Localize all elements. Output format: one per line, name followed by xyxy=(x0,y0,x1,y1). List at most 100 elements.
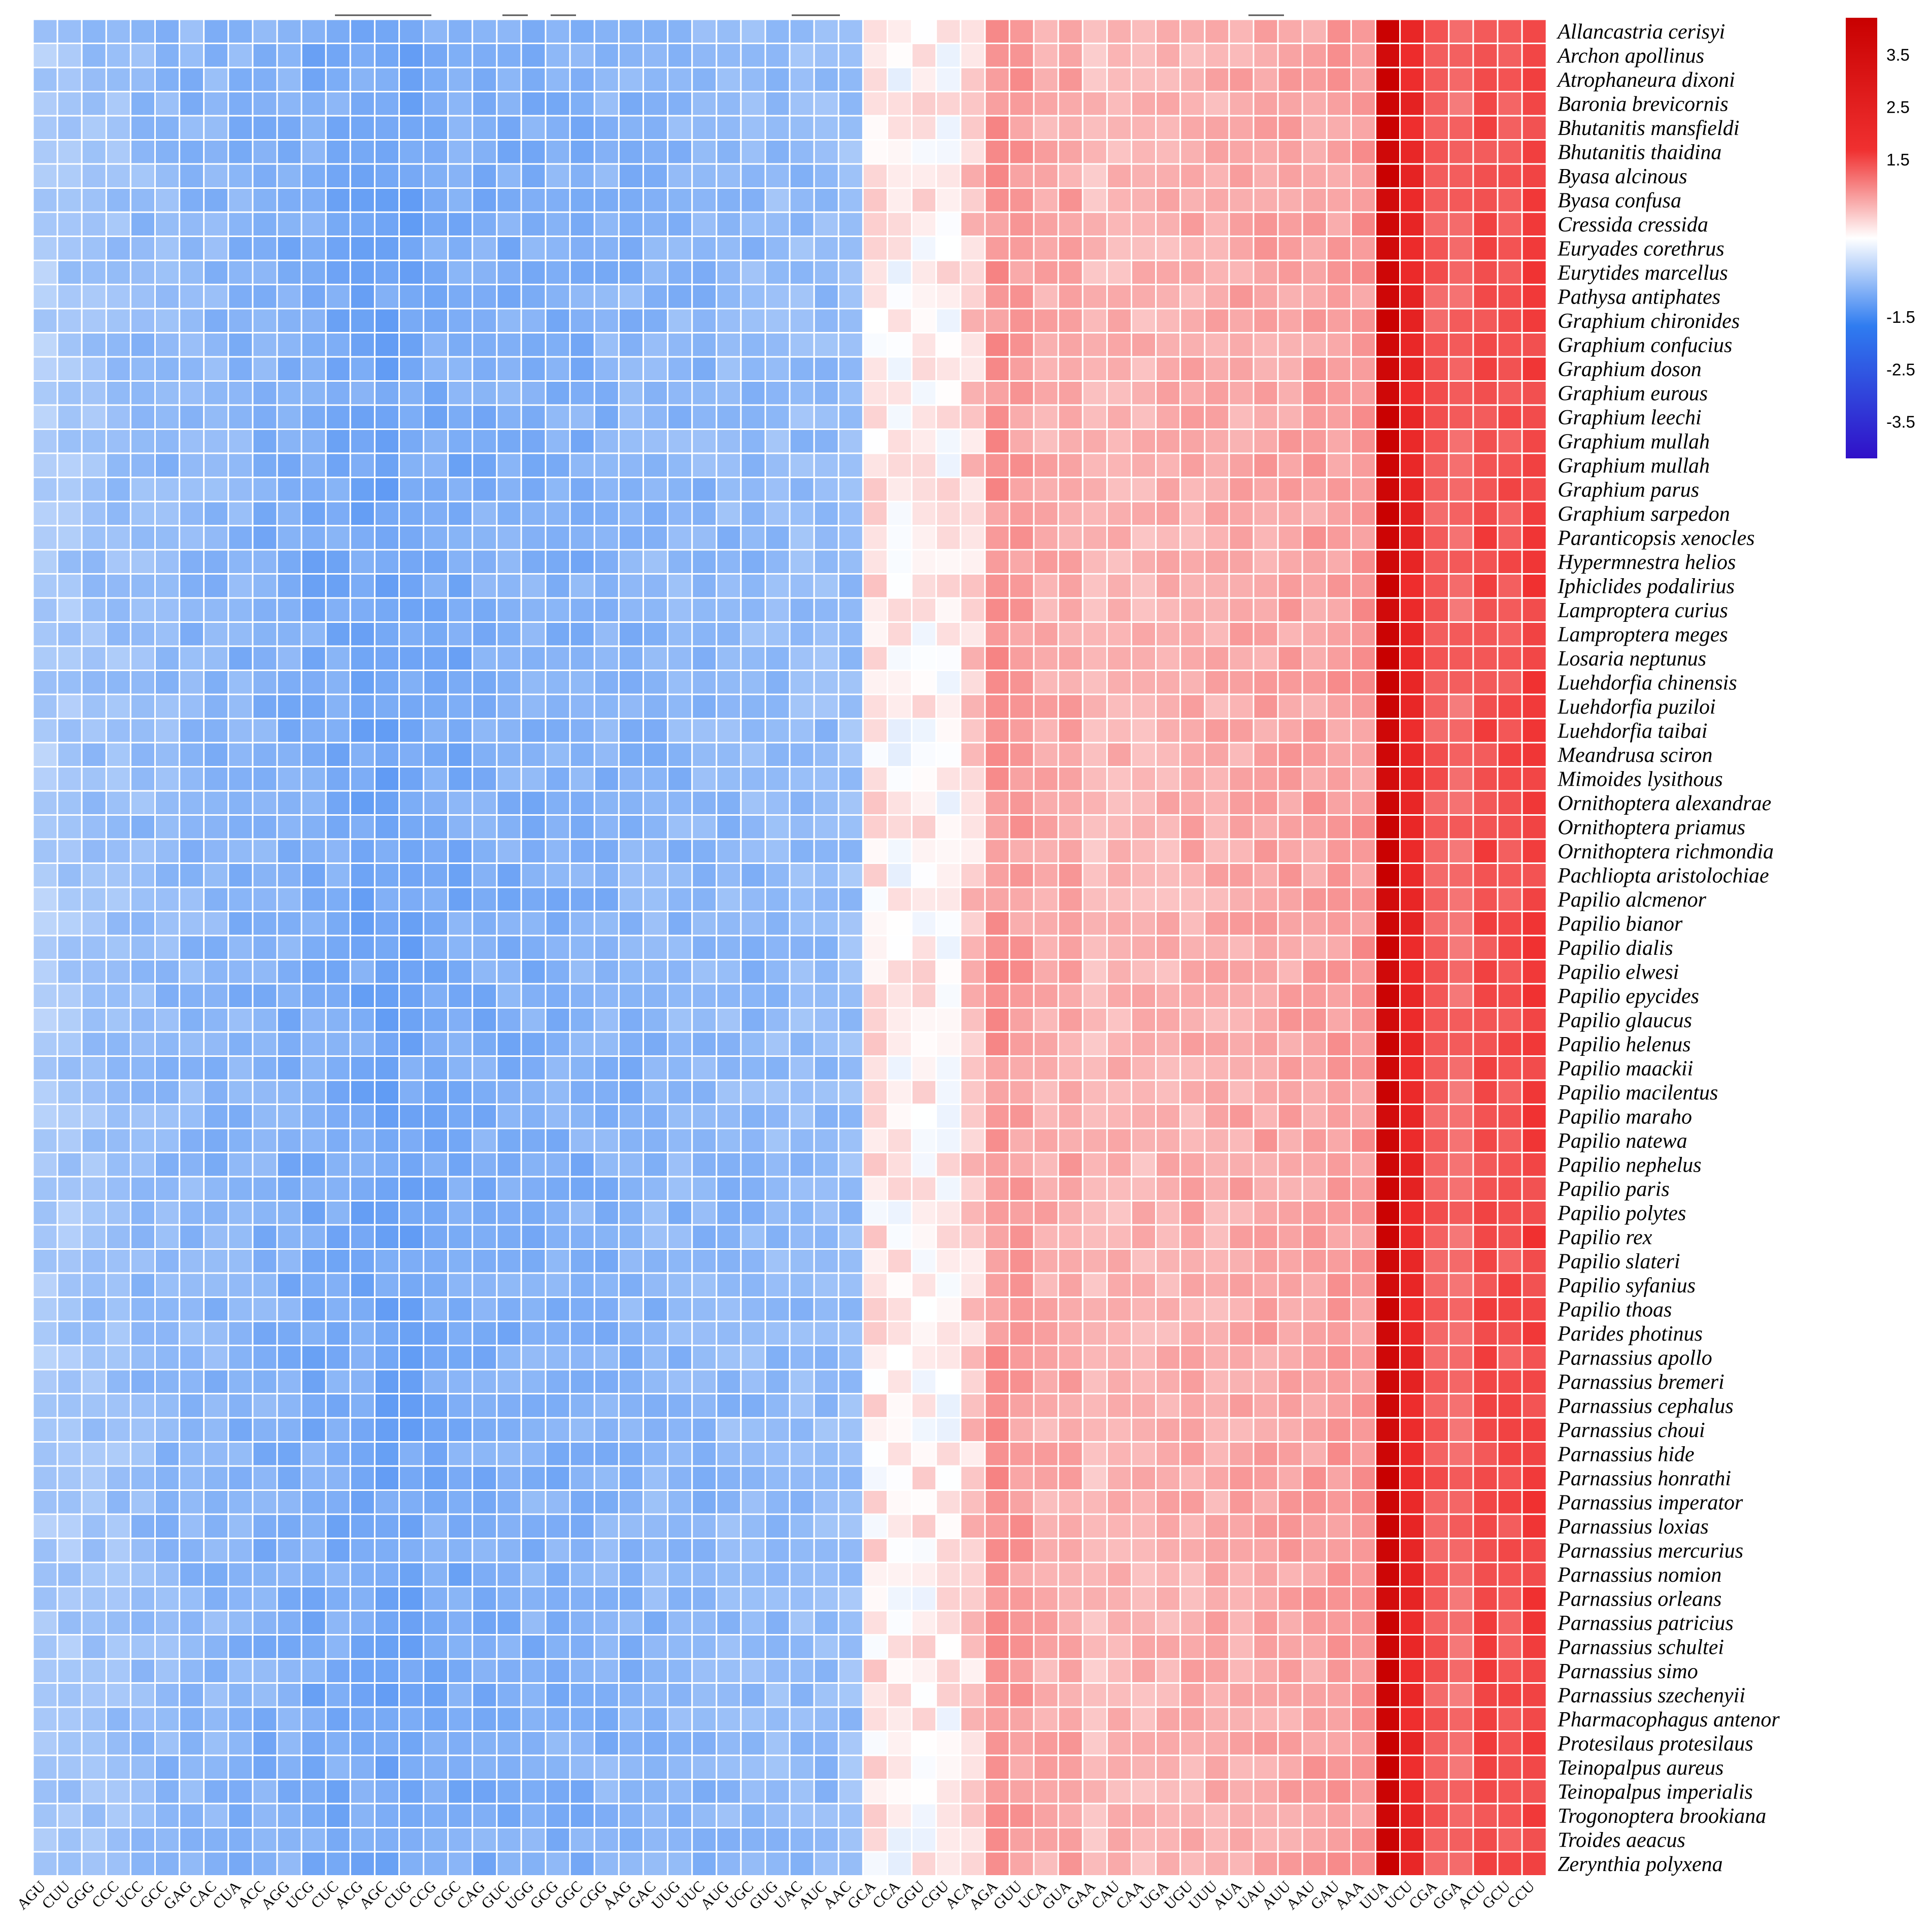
heatmap-cell xyxy=(1350,332,1376,358)
heatmap-cell xyxy=(764,1200,791,1226)
heatmap-cell xyxy=(1033,1127,1059,1153)
heatmap-cell xyxy=(593,139,620,165)
heatmap-cell xyxy=(1497,1393,1523,1419)
heatmap-cell xyxy=(911,525,937,551)
heatmap-cell xyxy=(252,911,278,937)
heatmap-cell xyxy=(740,332,766,358)
heatmap-cell xyxy=(1204,332,1230,358)
heatmap-cell xyxy=(789,645,815,671)
heatmap-cell xyxy=(471,1152,498,1178)
heatmap-cell xyxy=(569,259,595,285)
heatmap-cell xyxy=(618,766,645,792)
heatmap-cell xyxy=(813,1320,839,1346)
heatmap-cell xyxy=(496,1441,522,1467)
heatmap-cell xyxy=(1131,959,1157,985)
heatmap-cell xyxy=(642,332,669,358)
heatmap-cell xyxy=(374,1586,400,1612)
heatmap-cell xyxy=(1399,1248,1426,1274)
heatmap-cell xyxy=(1448,43,1474,69)
heatmap-cell xyxy=(1179,259,1206,285)
heatmap-cell xyxy=(398,43,425,69)
heatmap-cell xyxy=(276,597,302,623)
heatmap-cell xyxy=(1008,693,1035,719)
heatmap-cell xyxy=(837,983,864,1009)
heatmap-cell xyxy=(764,380,791,406)
heatmap-cell xyxy=(1057,670,1084,695)
heatmap-cell xyxy=(1106,935,1132,960)
heatmap-cell xyxy=(862,477,889,503)
heatmap-cell xyxy=(374,1465,400,1491)
heatmap-cell xyxy=(837,1441,864,1467)
heatmap-cell xyxy=(496,525,522,551)
heatmap-cell xyxy=(593,1441,620,1467)
heatmap-cell xyxy=(887,236,913,261)
heatmap-cell xyxy=(325,1127,351,1153)
legend-ticks: 3.52.51.5-1.5-2.5-3.5 xyxy=(1886,45,1915,431)
heatmap-cell xyxy=(618,1417,645,1443)
heatmap-cell xyxy=(1155,573,1181,599)
heatmap-cell xyxy=(1326,525,1352,551)
heatmap-cell xyxy=(1424,1658,1450,1684)
heatmap-cell xyxy=(1106,742,1132,768)
heatmap-cell xyxy=(56,790,83,816)
heatmap-cell xyxy=(984,1393,1010,1419)
heatmap-cell xyxy=(105,1634,131,1660)
heatmap-cell xyxy=(154,211,181,237)
heatmap-cell xyxy=(398,1055,425,1081)
heatmap-cell xyxy=(1399,742,1426,768)
heatmap-cell xyxy=(1155,1851,1181,1877)
heatmap-cell xyxy=(1081,1224,1108,1250)
heatmap-cell xyxy=(1497,1417,1523,1443)
heatmap-cell xyxy=(642,259,669,285)
heatmap-cell xyxy=(105,1007,131,1033)
heatmap-cell xyxy=(764,1031,791,1057)
heatmap-cell xyxy=(520,1827,547,1853)
heatmap-cell xyxy=(984,1007,1010,1033)
heatmap-cell xyxy=(1375,935,1401,960)
heatmap-cell xyxy=(81,477,107,503)
heatmap-cell xyxy=(1106,163,1132,189)
heatmap-cell xyxy=(227,1152,254,1178)
heatmap-cell xyxy=(1155,1682,1181,1708)
heatmap-cell xyxy=(520,332,547,358)
heatmap-cell xyxy=(56,236,83,261)
heatmap-cell xyxy=(1106,477,1132,503)
heatmap-cell xyxy=(56,1369,83,1394)
heatmap-cell xyxy=(1424,573,1450,599)
heatmap-cell xyxy=(764,1369,791,1394)
heatmap-cell xyxy=(1131,911,1157,937)
heatmap-cell xyxy=(545,1007,571,1033)
heatmap-cell xyxy=(764,91,791,117)
heatmap-cell xyxy=(593,1055,620,1081)
heatmap-cell xyxy=(1106,332,1132,358)
heatmap-cell xyxy=(1155,1031,1181,1057)
heatmap-cell xyxy=(1081,1104,1108,1129)
heatmap-cell xyxy=(276,1538,302,1563)
heatmap-cell xyxy=(105,1730,131,1756)
heatmap-cell xyxy=(276,693,302,719)
heatmap-cell xyxy=(642,621,669,647)
heatmap-cell xyxy=(227,259,254,285)
heatmap-cell xyxy=(1301,645,1328,671)
heatmap-cell xyxy=(1424,91,1450,117)
heatmap-cell xyxy=(887,1489,913,1515)
heatmap-cell xyxy=(1375,670,1401,695)
heatmap-cell xyxy=(1497,356,1523,382)
heatmap-cell xyxy=(1204,452,1230,478)
heatmap-cell xyxy=(1155,718,1181,744)
row-label: Teinopalpus aureus xyxy=(1558,1756,1723,1780)
heatmap-cell xyxy=(227,284,254,310)
heatmap-cell xyxy=(935,66,962,92)
heatmap-cell xyxy=(105,1682,131,1708)
heatmap-cell xyxy=(887,1538,913,1563)
heatmap-cell xyxy=(423,718,449,744)
heatmap-cell xyxy=(1399,838,1426,864)
heatmap-cell xyxy=(203,1561,229,1587)
heatmap-cell xyxy=(887,1610,913,1636)
heatmap-cell xyxy=(349,91,376,117)
heatmap-cell xyxy=(569,525,595,551)
heatmap-cell xyxy=(740,742,766,768)
heatmap-cell xyxy=(935,1586,962,1612)
heatmap-cell xyxy=(349,1320,376,1346)
heatmap-cell xyxy=(789,1779,815,1805)
